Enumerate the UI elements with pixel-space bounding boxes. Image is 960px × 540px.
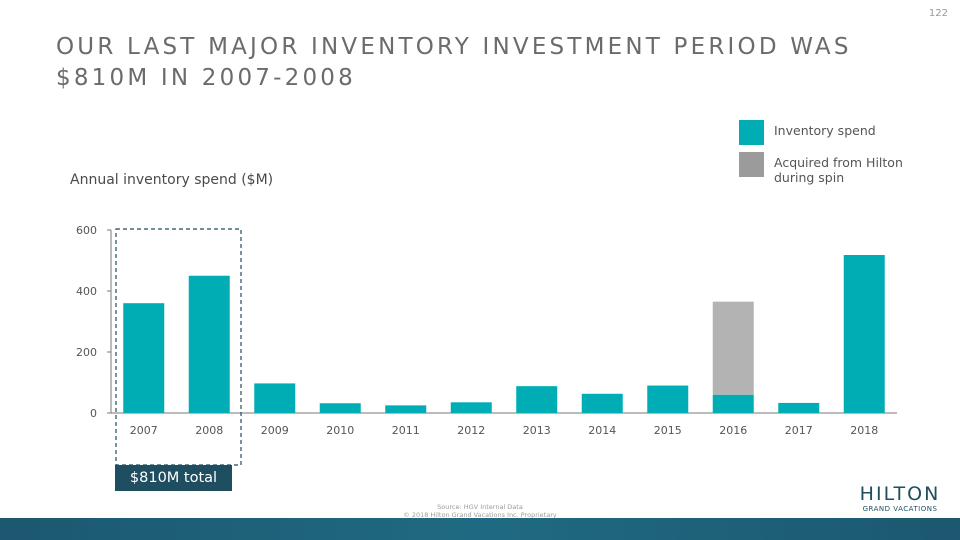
x-tick-label: 2017	[785, 424, 813, 437]
chart-label: Annual inventory spend ($M)	[70, 172, 274, 188]
x-tick-label: 2007	[130, 424, 158, 437]
bar-inventory-spend-2017	[778, 402, 820, 413]
x-tick-label: 2009	[261, 424, 289, 437]
footer-band	[0, 518, 960, 540]
total-badge: $810M total	[115, 465, 232, 491]
y-tick-label: 0	[90, 407, 97, 420]
legend-swatch-inventory-spend	[739, 120, 764, 145]
source-line: Source: HGV Internal Data	[437, 503, 523, 511]
bar-inventory-spend-2010	[319, 403, 361, 413]
y-tick-label: 200	[76, 346, 97, 359]
logo-sub-text: GRAND VACATIONS	[862, 505, 938, 513]
y-tick-label: 400	[76, 285, 97, 298]
page-number: 122	[928, 8, 948, 19]
legend-label-acquired-from-hilton: Acquired from Hilton during spin	[774, 155, 903, 185]
bar-inventory-spend-2014	[581, 393, 623, 413]
x-tick-label: 2015	[654, 424, 682, 437]
copyright-line: © 2018 Hilton Grand Vacations Inc. Propr…	[403, 511, 557, 519]
legend-label-inventory-spend: Inventory spend	[774, 123, 876, 138]
bar-inventory-spend-2007	[123, 303, 165, 413]
bar-inventory-spend-2013	[516, 386, 558, 413]
x-tick-label: 2011	[392, 424, 420, 437]
slide-title: OUR LAST MAJOR INVENTORY INVESTMENT PERI…	[56, 34, 852, 91]
x-tick-label: 2016	[719, 424, 747, 437]
y-tick-label: 600	[76, 224, 97, 237]
source-note: Source: HGV Internal Data © 2018 Hilton …	[0, 503, 960, 519]
x-tick-label: 2008	[195, 424, 223, 437]
bar-inventory-spend-2012	[450, 402, 492, 413]
bar-inventory-spend-2016	[712, 394, 754, 413]
legend-swatch-acquired-from-hilton	[739, 152, 764, 177]
logo-main-text: HILTON	[859, 483, 941, 505]
bar-inventory-spend-2009	[254, 383, 296, 413]
x-tick-label: 2018	[850, 424, 878, 437]
x-tick-label: 2012	[457, 424, 485, 437]
bar-acquired-from-hilton-2016	[712, 301, 754, 395]
x-tick-label: 2013	[523, 424, 551, 437]
bar-inventory-spend-2011	[385, 405, 427, 413]
bar-inventory-spend-2015	[647, 385, 689, 413]
bar-inventory-spend-2018	[843, 255, 885, 413]
x-tick-label: 2014	[588, 424, 616, 437]
x-tick-label: 2010	[326, 424, 354, 437]
bar-inventory-spend-2008	[188, 275, 230, 413]
hilton-logo: HILTON GRAND VACATIONS	[856, 484, 944, 514]
